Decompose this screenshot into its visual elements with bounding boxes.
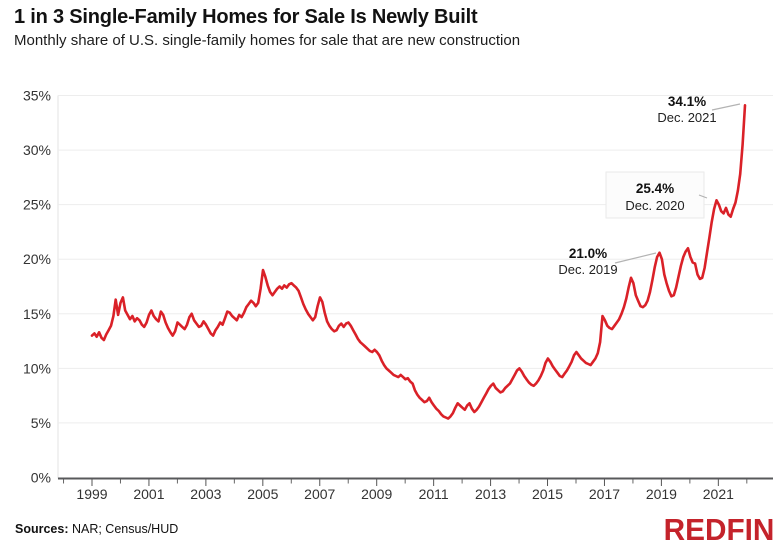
y-axis-label: 5% — [31, 415, 51, 431]
x-axis-label: 2009 — [361, 486, 392, 502]
x-axis-label: 2021 — [703, 486, 734, 502]
y-axis-label: 35% — [23, 88, 51, 104]
y-axis-label: 0% — [31, 470, 51, 486]
annotation-date: Dec. 2021 — [657, 110, 716, 125]
chart-title: 1 in 3 Single-Family Homes for Sale Is N… — [14, 6, 478, 28]
sources-label: Sources: — [15, 522, 69, 536]
x-axis-label: 2007 — [304, 486, 335, 502]
x-axis-label: 2019 — [646, 486, 677, 502]
x-axis-label: 2011 — [419, 486, 449, 502]
x-axis-label: 2015 — [532, 486, 563, 502]
annotation-box — [605, 171, 705, 219]
y-axis-label: 20% — [23, 251, 51, 267]
chart-subtitle: Monthly share of U.S. single-family home… — [14, 32, 521, 49]
x-axis-label: 2001 — [133, 486, 164, 502]
annotation-value: 21.0% — [569, 246, 607, 261]
sources-note: Sources: NAR; Census/HUD — [15, 522, 178, 536]
y-axis-label: 25% — [23, 197, 51, 213]
x-axis-label: 1999 — [76, 486, 107, 502]
annotation-callout-line — [698, 194, 708, 199]
annotation-date: Dec. 2019 — [558, 262, 617, 277]
x-axis-label: 2013 — [475, 486, 506, 502]
y-axis-label: 15% — [23, 306, 51, 322]
annotation-callout-line — [614, 252, 657, 264]
annotation-callout-line — [711, 103, 741, 111]
sources-text: NAR; Census/HUD — [68, 522, 179, 536]
annotation-value: 25.4% — [636, 181, 674, 196]
data-line — [90, 104, 747, 420]
annotation-date: Dec. 2020 — [625, 198, 684, 213]
redfin-logo: REDFIN — [663, 512, 774, 547]
x-axis-label: 2003 — [190, 486, 221, 502]
x-axis-label: 2005 — [247, 486, 278, 502]
y-axis-label: 30% — [23, 142, 51, 158]
annotation-value: 34.1% — [668, 94, 706, 109]
line-chart: 0% 5% 10% 15% 20% 25% 30% 35% 1999 2001 2003 2005 20… — [23, 88, 773, 502]
y-axis-label: 10% — [23, 360, 51, 376]
x-axis-label: 2017 — [589, 486, 620, 502]
